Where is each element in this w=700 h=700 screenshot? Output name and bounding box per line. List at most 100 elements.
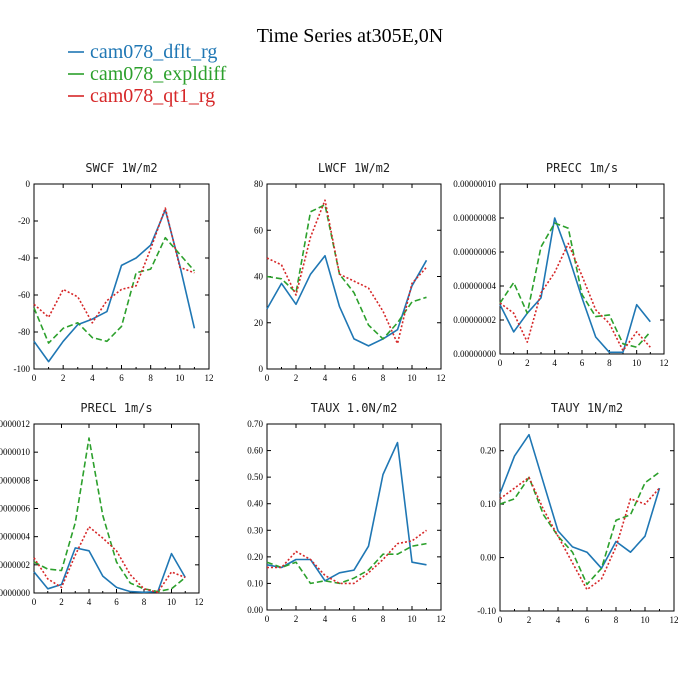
y-tick-label: 0.0000000008	[0, 475, 31, 485]
chart-title: LWCF 1W/m2	[318, 161, 390, 175]
series-line-cam078_dflt_rg	[266, 441, 427, 582]
x-tick-label: 4	[556, 615, 561, 625]
series-line-cam078_dflt_rg	[499, 433, 661, 570]
series-line-cam078_qt1_rg	[267, 529, 427, 585]
y-tick-label: 0.0000000006	[0, 504, 31, 514]
y-tick-label: 0.0000000004	[0, 532, 31, 542]
chart-title: PRECL 1m/s	[80, 401, 152, 415]
y-tick-label: -100	[14, 364, 31, 374]
y-tick-label: 0.70	[247, 419, 263, 429]
y-tick-label: -0.10	[477, 606, 496, 616]
x-tick-label: 12	[670, 615, 679, 625]
series-line-cam078_dflt_rg	[33, 547, 186, 594]
x-tick-label: 0	[498, 358, 503, 368]
plot-frame	[266, 183, 442, 370]
series-line-cam078_dflt_rg	[266, 254, 428, 347]
y-tick-label: -80	[18, 327, 30, 337]
x-tick-label: 0	[265, 373, 270, 383]
chart-title: TAUX 1.0N/m2	[311, 401, 398, 415]
x-tick-label: 4	[87, 597, 92, 607]
x-tick-label: 4	[323, 373, 328, 383]
y-tick-label: 0.50	[247, 472, 263, 482]
x-tick-label: 12	[660, 358, 669, 368]
x-tick-label: 6	[352, 373, 357, 383]
x-tick-label: 12	[437, 614, 446, 624]
y-tick-label: 0.10	[480, 499, 496, 509]
x-tick-label: 12	[205, 373, 214, 383]
x-tick-label: 0	[32, 597, 37, 607]
series-line-cam078_dflt_rg	[33, 209, 196, 363]
x-tick-label: 2	[294, 614, 299, 624]
y-tick-label: 20	[254, 318, 264, 328]
y-tick-label: 0.00000008	[453, 213, 496, 223]
y-tick-label: 0.00000000	[453, 349, 496, 359]
y-tick-label: 0.0000000010	[0, 447, 31, 457]
y-tick-label: 0.20	[247, 552, 263, 562]
x-tick-label: 10	[408, 614, 418, 624]
x-tick-label: 6	[580, 358, 585, 368]
y-tick-label: 0.00000002	[453, 315, 496, 325]
x-tick-label: 0	[32, 373, 37, 383]
x-tick-label: 4	[552, 358, 557, 368]
x-tick-label: 6	[119, 373, 124, 383]
y-tick-label: 0.10	[247, 578, 263, 588]
x-tick-label: 10	[175, 373, 185, 383]
x-tick-label: 8	[614, 615, 619, 625]
x-tick-label: 2	[525, 358, 530, 368]
x-tick-label: 12	[195, 597, 204, 607]
chart-panels: SWCF 1W/m2 0 2 4 6 8 10 12 -100 -80 -60 -40 -20 0 LWCF…	[0, 161, 679, 625]
x-tick-label: 8	[142, 597, 147, 607]
x-tick-label: 2	[59, 597, 64, 607]
x-tick-label: 2	[294, 373, 299, 383]
chart-panel: TAUX 1.0N/m2 0 2 4 6 8 10 12 0.00 0.10 0.20 0.30 0.4…	[247, 401, 445, 624]
x-tick-label: 8	[381, 373, 386, 383]
x-tick-label: 10	[408, 373, 418, 383]
series-line-cam078_expldiff	[33, 437, 186, 593]
x-tick-label: 6	[114, 597, 119, 607]
y-tick-label: 0.0000000012	[0, 419, 30, 429]
x-tick-label: 12	[437, 373, 446, 383]
figure-title: Time Series at305E,0N	[257, 25, 443, 47]
x-tick-label: 6	[585, 615, 590, 625]
chart-panel: SWCF 1W/m2 0 2 4 6 8 10 12 -100 -80 -60 -40 -20 0	[14, 161, 214, 383]
series-line-cam078_expldiff	[266, 542, 427, 585]
legend-label: cam078_qt1_rg	[90, 85, 215, 107]
y-tick-label: -60	[18, 290, 30, 300]
y-tick-label: 80	[254, 179, 264, 189]
x-tick-label: 10	[641, 615, 651, 625]
y-tick-label: -20	[18, 216, 30, 226]
series-line-cam078_qt1_rg	[499, 242, 651, 352]
x-tick-label: 6	[352, 614, 357, 624]
chart-title: SWCF 1W/m2	[85, 161, 157, 175]
plot-frame	[266, 423, 442, 611]
y-tick-label: 0.40	[247, 499, 263, 509]
x-tick-label: 4	[90, 373, 95, 383]
y-tick-label: 0.60	[247, 446, 263, 456]
y-tick-label: 0.00000010	[453, 179, 496, 189]
series-line-cam078_expldiff	[33, 236, 196, 344]
series-line-cam078_expldiff	[499, 222, 651, 349]
chart-panel: LWCF 1W/m2 0 2 4 6 8 10 12 0 20 40 60 80	[254, 161, 446, 383]
plot-frame	[499, 183, 665, 355]
legend-label: cam078_expldiff	[90, 63, 227, 85]
y-tick-label: 0.00000006	[453, 247, 496, 257]
chart-panel: PRECC 1m/s 0 2 4 6 8 10 12 0.00000000 0.00000002 0…	[453, 161, 668, 368]
y-tick-label: 0.00000004	[453, 281, 496, 291]
x-tick-label: 0	[265, 614, 270, 624]
y-tick-label: 60	[254, 225, 264, 235]
x-tick-label: 2	[527, 615, 532, 625]
y-tick-label: -40	[18, 253, 30, 263]
series-line-cam078_qt1_rg	[499, 476, 661, 591]
series-line-cam078_expldiff	[499, 471, 660, 586]
plot-frame	[33, 423, 200, 594]
y-tick-label: 0.00	[247, 605, 263, 615]
chart-panel: TAUY 1N/m2 0 2 4 6 8 10 12 -0.10 0.00 0.10 0.20	[477, 401, 678, 625]
x-tick-label: 2	[61, 373, 66, 383]
y-tick-label: 0.30	[247, 525, 263, 535]
y-tick-label: 0.00	[480, 553, 496, 563]
y-tick-label: 0	[26, 179, 31, 189]
legend-label: cam078_dflt_rg	[90, 41, 217, 63]
